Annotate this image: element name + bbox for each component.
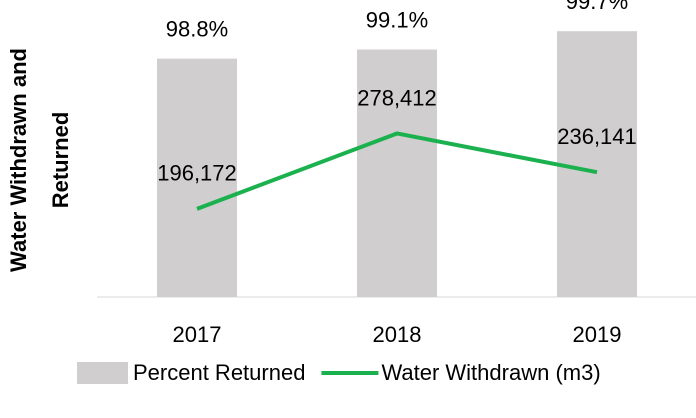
- legend-swatch: [77, 362, 128, 384]
- data-label: 236,141: [557, 124, 637, 149]
- x-tick-label: 2019: [573, 322, 622, 347]
- bar: [157, 58, 237, 297]
- x-tick-label: 2017: [173, 322, 222, 347]
- data-label: 196,172: [157, 161, 237, 186]
- y-axis-title-line: Water Withdrawn and: [6, 48, 31, 272]
- bar: [357, 49, 437, 297]
- x-tick-label: 2018: [373, 322, 422, 347]
- data-label: 98.8%: [166, 16, 228, 41]
- data-label: 99.1%: [366, 7, 428, 32]
- line: [196, 131, 598, 211]
- y-axis-title-line: Returned: [48, 112, 73, 209]
- data-label: 278,412: [357, 85, 437, 110]
- legend-label: Water Withdrawn (m3): [381, 360, 600, 385]
- bar: [557, 31, 637, 298]
- data-label: 99.7%: [566, 0, 628, 14]
- legend-label: Percent Returned: [133, 360, 305, 385]
- y-axis-title: Water Withdrawn and Returned: [6, 48, 73, 272]
